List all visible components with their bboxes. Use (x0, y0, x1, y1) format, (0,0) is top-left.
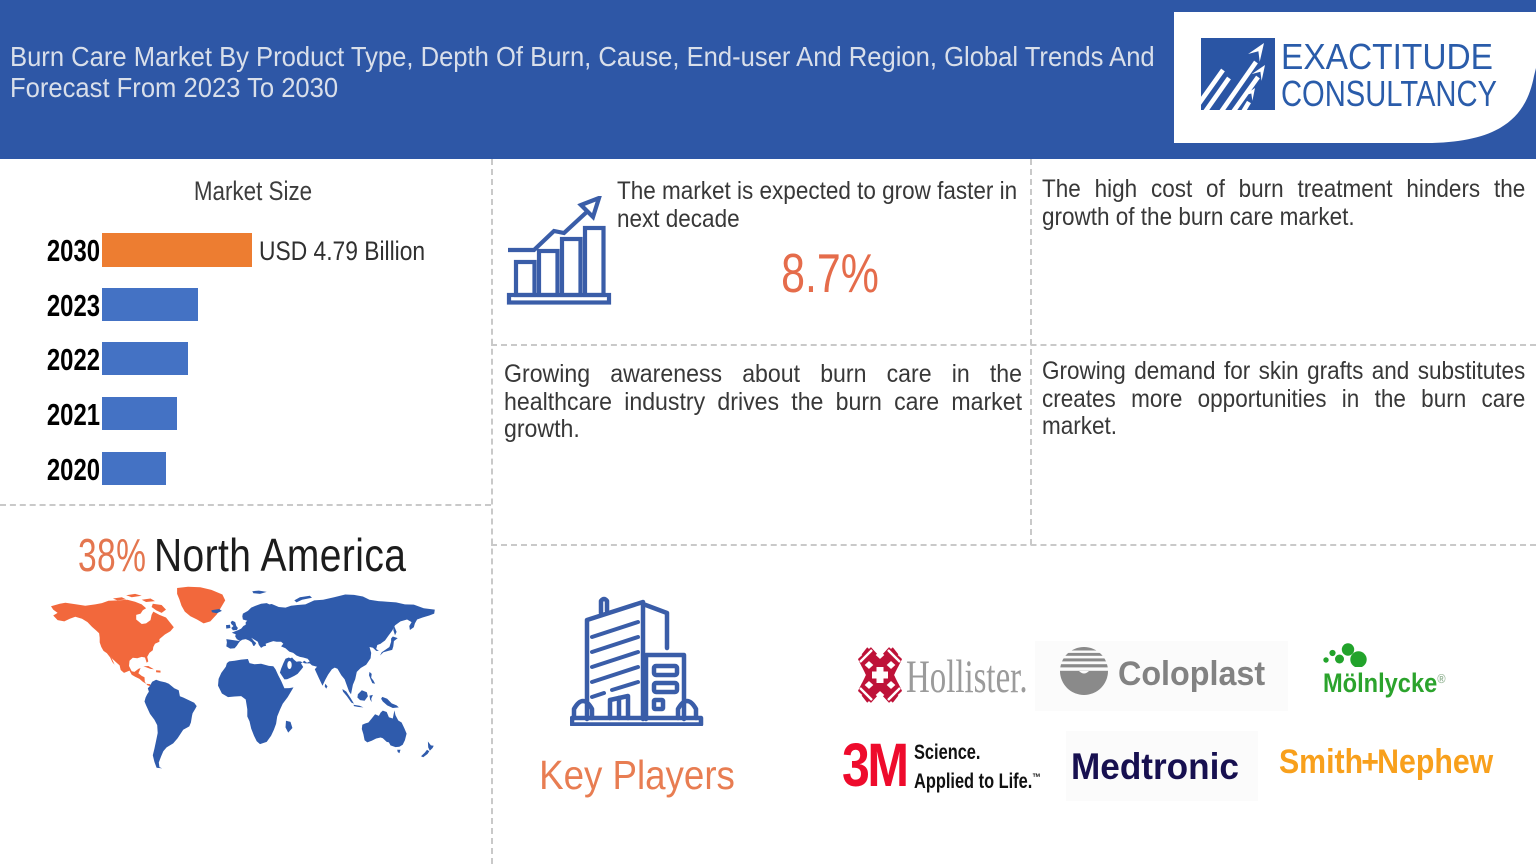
svg-text:CONSULTANCY: CONSULTANCY (1281, 73, 1497, 114)
svg-text:EXACTITUDE: EXACTITUDE (1281, 36, 1493, 77)
